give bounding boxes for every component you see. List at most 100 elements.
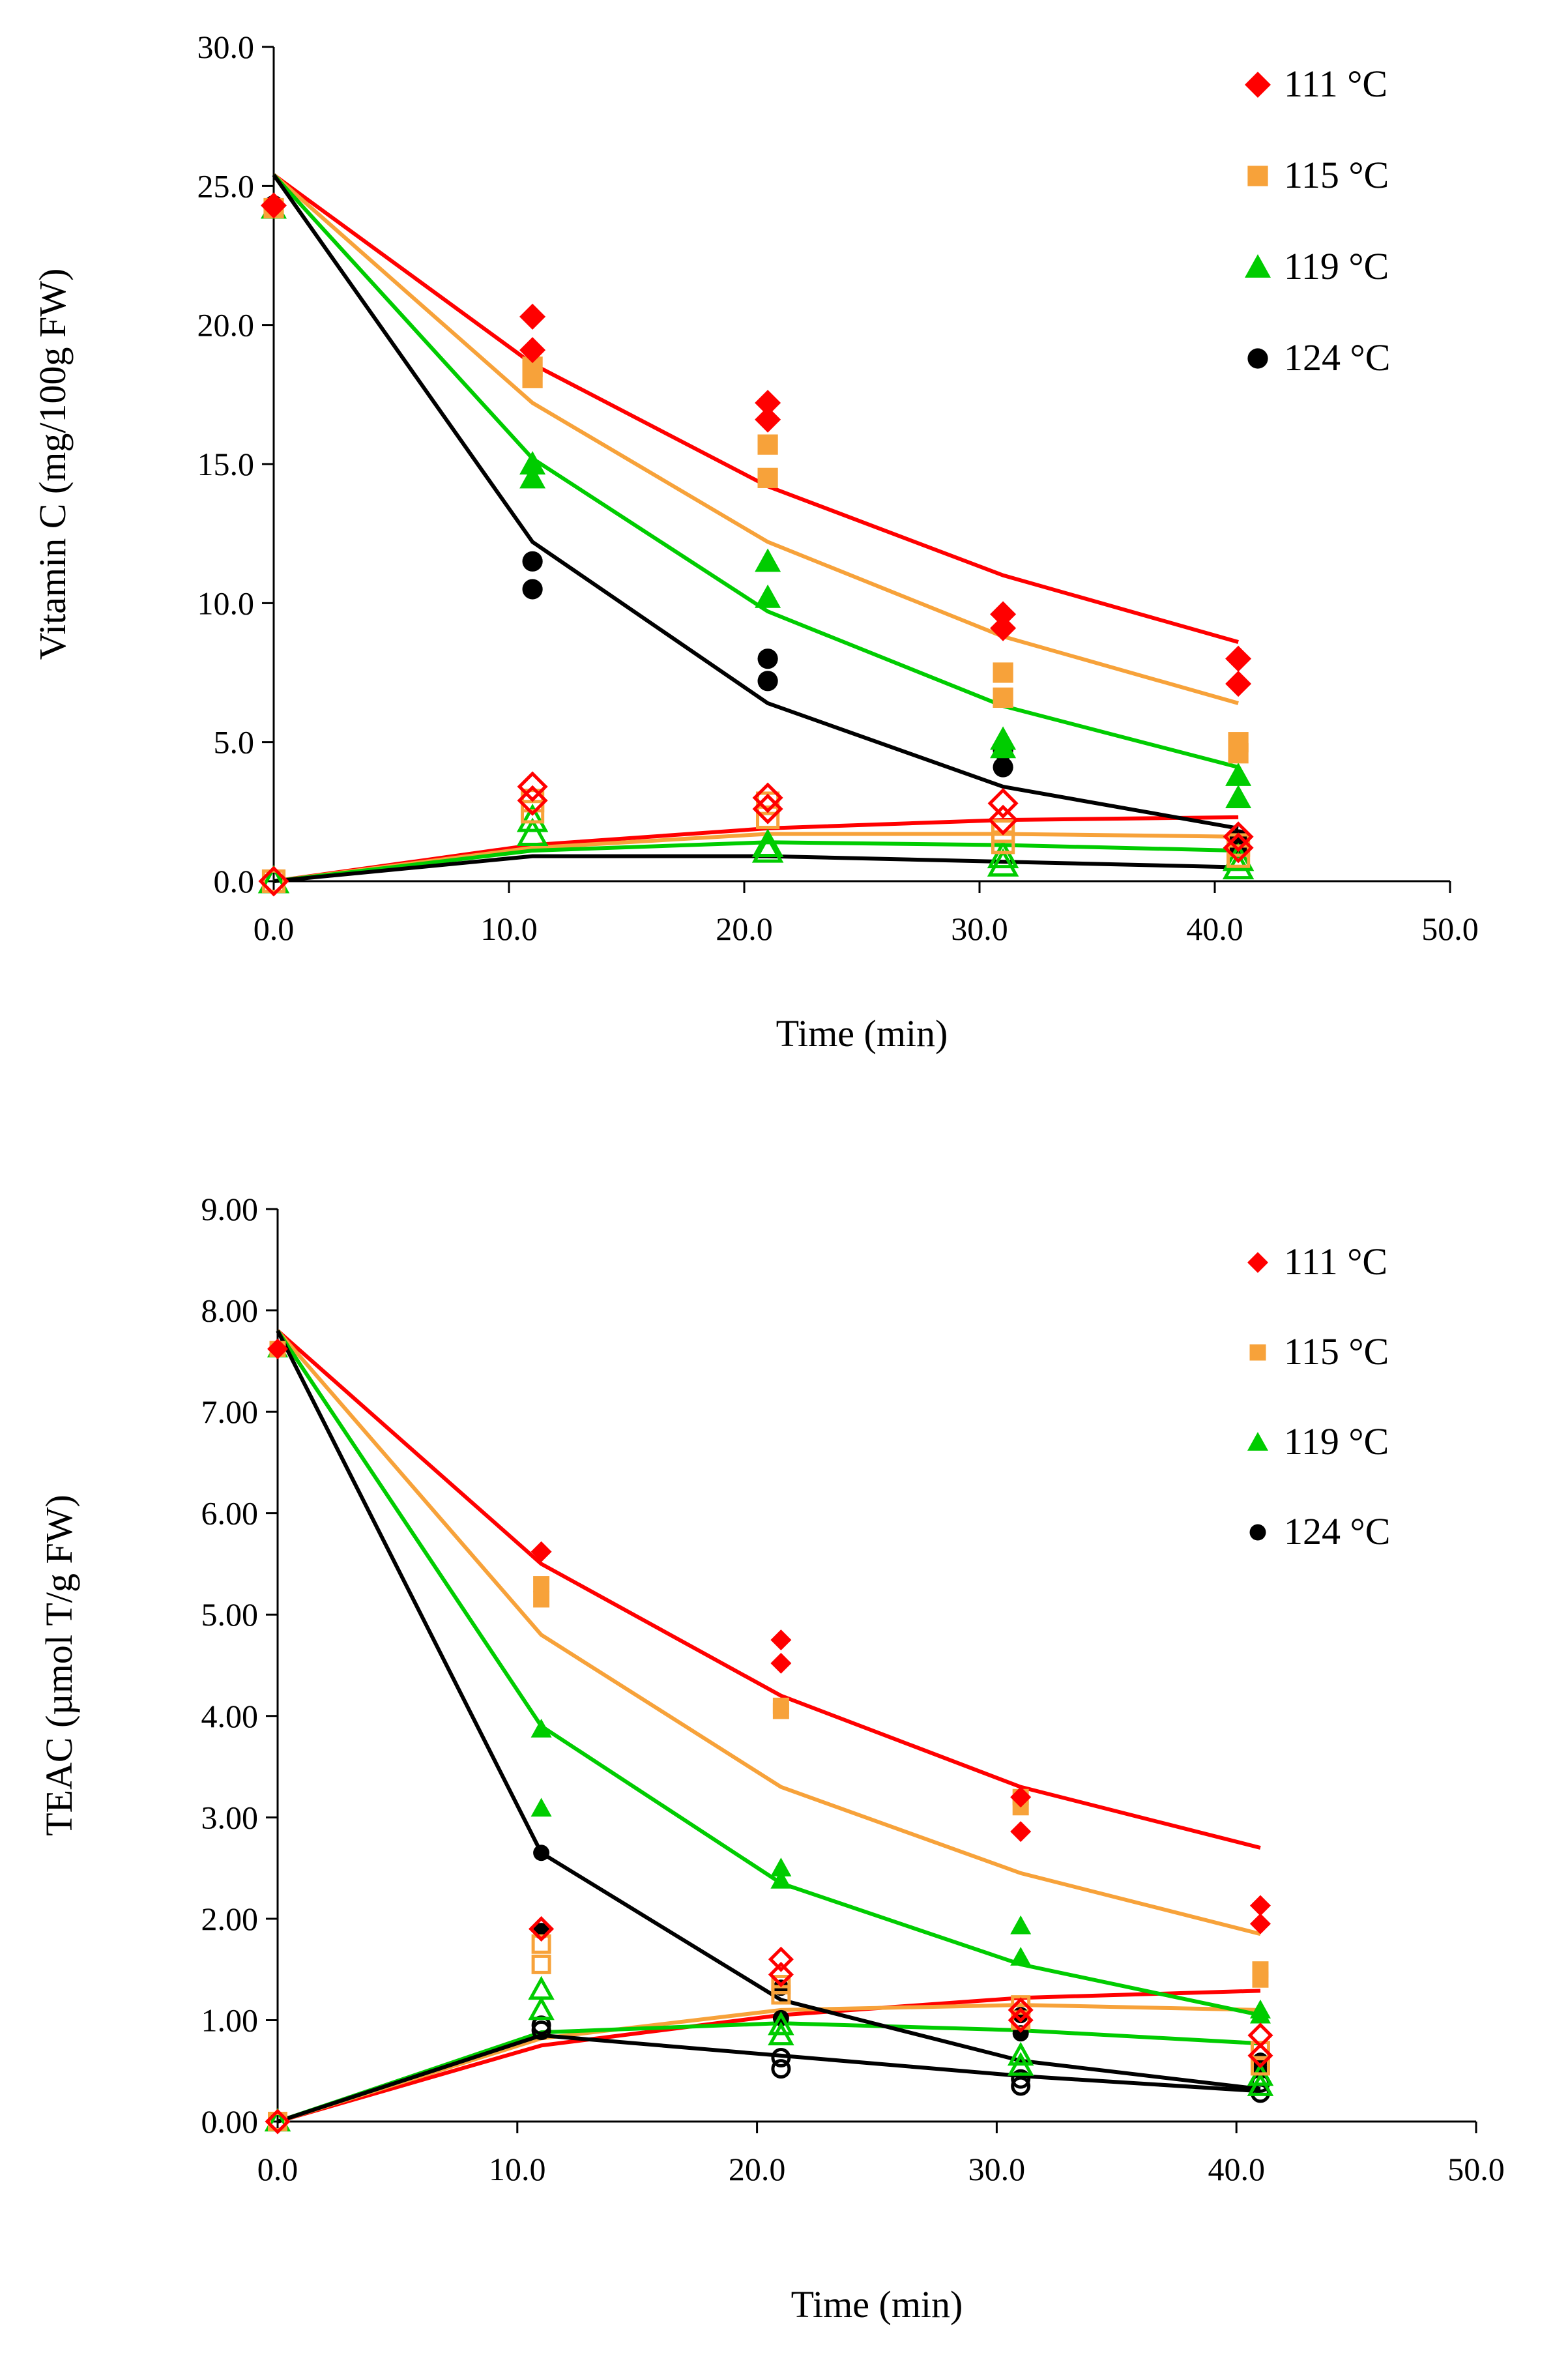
fit-line-square	[272, 173, 1239, 705]
data-point	[1010, 1821, 1032, 1843]
data-point	[533, 1591, 550, 1608]
y-tick-label: 4.00	[201, 1698, 259, 1734]
x-tick-label: 40.0	[1186, 911, 1243, 947]
data-point-open	[1007, 2052, 1034, 2076]
data-point-open	[1011, 2069, 1031, 2089]
data-point-open	[771, 1975, 791, 1994]
data-point	[1225, 762, 1252, 786]
y-tick-label: 15.0	[197, 446, 255, 482]
data-point-open	[517, 785, 548, 816]
data-point	[993, 757, 1013, 778]
y-tick-label: 2.00	[201, 1901, 259, 1937]
x-tick-label: 50.0	[1421, 911, 1479, 947]
x-tick-label: 30.0	[951, 911, 1008, 947]
fit-line-triangle	[276, 1330, 1261, 2017]
y-tick-label: 6.00	[201, 1495, 259, 1532]
data-point-open	[752, 782, 783, 813]
data-point	[267, 1338, 288, 1360]
data-point-open	[768, 1961, 794, 1987]
legend-label: 119 °C	[1284, 245, 1389, 287]
x-tick-label: 20.0	[729, 2151, 786, 2187]
data-point	[1228, 743, 1249, 764]
data-point	[530, 1798, 552, 1817]
data-point-open	[756, 805, 780, 829]
data-point-open	[987, 839, 1019, 869]
data-point-open	[1007, 2041, 1034, 2066]
data-point	[522, 551, 543, 572]
data-point	[993, 662, 1013, 683]
data-point	[770, 1652, 792, 1674]
data-point	[261, 192, 287, 219]
data-point	[990, 615, 1017, 641]
y-tick-label: 30.0	[197, 29, 255, 65]
fit-line-diamond	[276, 1329, 1261, 1850]
x-tick-label: 10.0	[480, 911, 538, 947]
data-point	[519, 303, 546, 330]
data-point	[522, 579, 543, 600]
fit-line-triangle	[272, 173, 1239, 769]
data-point	[757, 467, 778, 488]
data-point-open	[1223, 832, 1254, 864]
data-point	[770, 1629, 792, 1651]
data-point	[530, 1719, 552, 1738]
data-point	[757, 649, 778, 669]
data-point-open	[1008, 1997, 1034, 2023]
data-point-open	[756, 791, 780, 815]
y-tick-label: 10.0	[197, 585, 255, 621]
fit-line-open-circle	[277, 2033, 1261, 2123]
data-point	[772, 1702, 789, 1719]
data-point	[1249, 2004, 1271, 2024]
data-point-open	[1247, 2072, 1274, 2096]
x-tick-label: 10.0	[489, 2151, 546, 2187]
legend-label: 115 °C	[1284, 1330, 1389, 1373]
legend-marker	[1245, 72, 1271, 98]
data-point-open	[1222, 842, 1255, 871]
x-tick-label: 30.0	[968, 2151, 1026, 2187]
data-point-open	[1223, 821, 1254, 853]
data-point	[530, 1541, 552, 1562]
data-point	[770, 1858, 792, 1876]
legend-label: 119 °C	[1284, 1420, 1389, 1463]
data-point-open	[1227, 844, 1251, 868]
data-point-open	[531, 1954, 551, 1974]
data-point-open	[771, 2059, 791, 2079]
data-point	[519, 337, 546, 364]
y-tick-label: 9.00	[201, 1191, 259, 1227]
data-point-open	[987, 804, 1019, 836]
legend-label: 111 °C	[1284, 63, 1387, 105]
data-point	[755, 406, 781, 433]
data-point-open	[752, 793, 783, 824]
data-point	[770, 1869, 792, 1889]
data-point	[519, 451, 546, 474]
legend-marker	[1247, 1252, 1268, 1273]
data-point-open	[987, 787, 1019, 819]
legend-marker	[1249, 1524, 1266, 1541]
y-tick-label: 3.00	[201, 1799, 259, 1835]
data-point	[990, 601, 1017, 628]
y-tick-label: 5.00	[201, 1596, 259, 1633]
data-point-open	[768, 2011, 794, 2036]
data-point	[755, 584, 781, 608]
data-point-open	[987, 848, 1019, 877]
data-point-open	[531, 1934, 551, 1954]
data-point-open	[1008, 2007, 1034, 2033]
data-point	[1249, 1895, 1271, 1916]
y-tick-label: 5.0	[214, 724, 255, 761]
legend-marker	[1249, 1344, 1266, 1361]
data-point-open	[529, 1916, 555, 1942]
y-axis-label: Vitamin C (mg/100g FW)	[31, 269, 74, 660]
x-tick-label: 20.0	[716, 911, 773, 947]
legend-label: 124 °C	[1284, 1510, 1390, 1553]
y-tick-label: 0.00	[201, 2103, 259, 2140]
data-point-open	[528, 1976, 555, 2000]
fit-line-diamond	[272, 173, 1239, 644]
teac-chart: 0.00 1.00 2.00 3.00 4.00 5.00 6.00 7.00 8.00 9.00…	[38, 1191, 1505, 2326]
data-point	[757, 434, 778, 455]
data-point	[757, 671, 778, 692]
data-point	[522, 368, 543, 388]
data-point	[1225, 645, 1252, 672]
data-point-open	[265, 2109, 291, 2135]
data-point-open	[516, 817, 549, 846]
data-point-open	[768, 1946, 794, 1972]
